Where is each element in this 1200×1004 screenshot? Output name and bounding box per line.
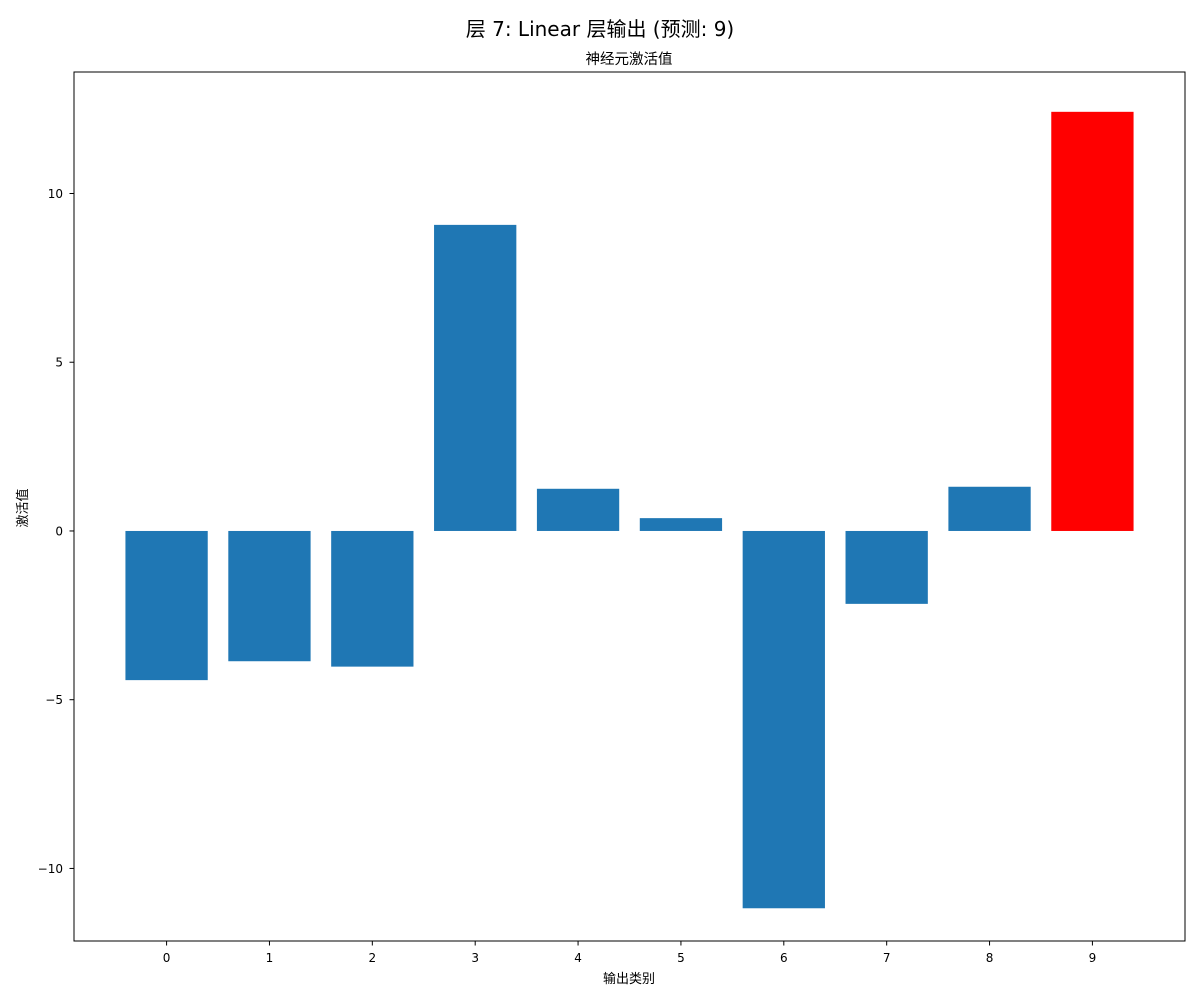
bar-9 xyxy=(1051,111,1134,531)
x-tick-label: 2 xyxy=(369,951,377,965)
bar-8 xyxy=(948,486,1031,531)
y-tick-label: 0 xyxy=(55,524,63,538)
bars-layer xyxy=(125,111,1134,909)
plot-frame xyxy=(73,71,1186,942)
y-tick-label: 5 xyxy=(55,356,63,370)
ticks-layer: 0 1 2 3 4 5 6 7 8 9 −10 −5 0 5 10 xyxy=(38,187,1097,965)
bar-0 xyxy=(125,530,208,681)
x-tick-label: 4 xyxy=(574,951,582,965)
x-tick-label: 3 xyxy=(471,951,479,965)
y-axis-label: 激活值 xyxy=(15,488,31,527)
y-tick-label: 10 xyxy=(48,187,63,201)
bar-6 xyxy=(742,530,825,909)
figure-suptitle: 层 7: Linear 层输出 (预测: 9) xyxy=(466,17,734,41)
bar-1 xyxy=(228,530,311,662)
x-tick-label: 0 xyxy=(163,951,171,965)
x-tick-label: 6 xyxy=(780,951,788,965)
bar-4 xyxy=(536,488,620,531)
bar-5 xyxy=(639,518,723,531)
bar-7 xyxy=(845,530,928,604)
x-tick-label: 7 xyxy=(883,951,891,965)
bar-3 xyxy=(434,224,517,531)
x-tick-label: 5 xyxy=(677,951,685,965)
y-tick-label: −10 xyxy=(38,862,63,876)
x-axis-label: 输出类别 xyxy=(603,971,655,987)
x-tick-label: 8 xyxy=(986,951,994,965)
y-tick-label: −5 xyxy=(45,693,63,707)
x-tick-label: 1 xyxy=(266,951,274,965)
chart-title: 神经元激活值 xyxy=(586,51,673,68)
bar-2 xyxy=(331,530,414,667)
x-tick-label: 9 xyxy=(1089,951,1097,965)
